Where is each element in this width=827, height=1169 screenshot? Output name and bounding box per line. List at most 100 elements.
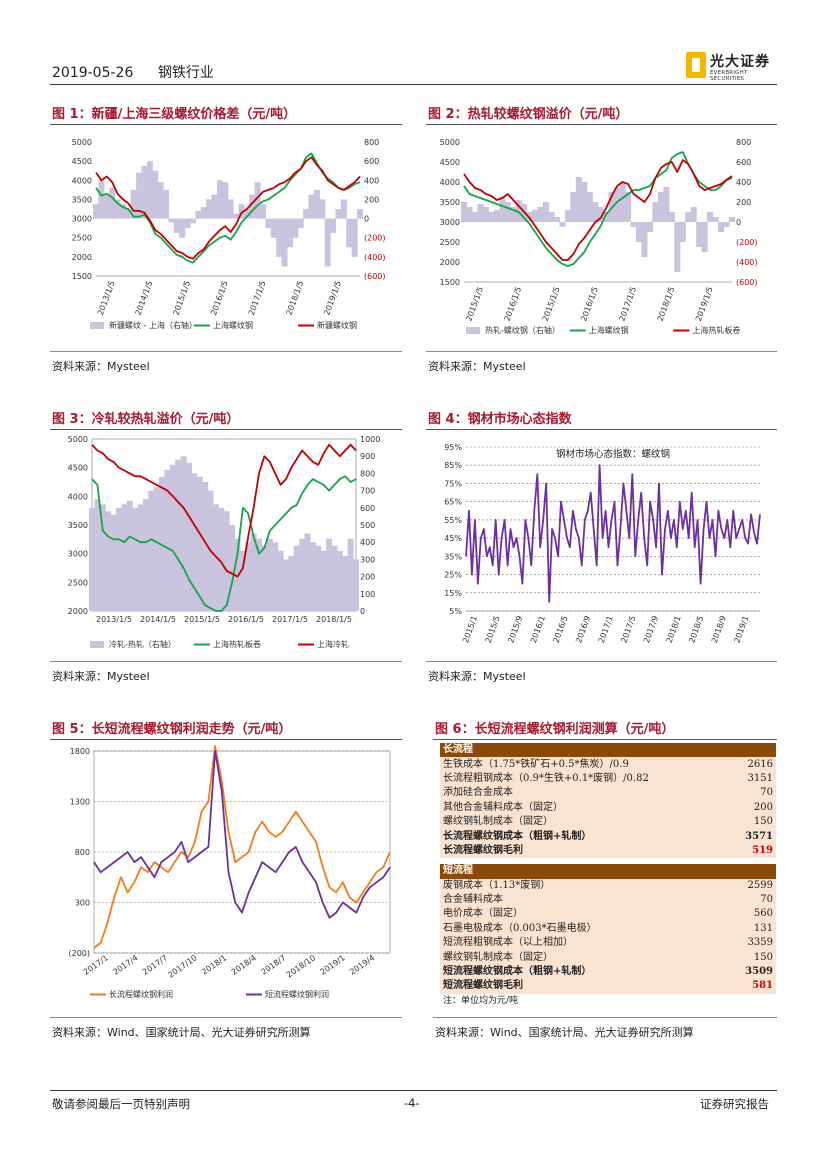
area-bar <box>603 212 610 222</box>
row-label: 电价成本（固定） <box>440 907 730 922</box>
y-tick-label: 4500 <box>440 158 460 167</box>
area-bar <box>308 194 315 219</box>
fig2-chart: 5000450040003500300025002000150080060040… <box>440 138 758 335</box>
area-bar <box>146 161 153 219</box>
area-bar <box>265 218 272 229</box>
x-tick-label: 2014/1/5 <box>140 615 176 624</box>
area-bar <box>641 222 648 257</box>
table-row: 短流程 <box>440 864 776 879</box>
area-bar <box>119 204 126 219</box>
y2-tick-label: 0 <box>360 607 365 616</box>
area-bar <box>553 217 561 222</box>
area-bar <box>570 192 577 222</box>
legend-swatch <box>90 641 104 648</box>
area-bar <box>330 218 337 233</box>
area-bar <box>336 550 343 611</box>
area-bar <box>286 218 293 248</box>
area-bar <box>126 500 133 611</box>
area-bar <box>685 212 692 222</box>
area-bar <box>282 559 289 611</box>
y-tick-label: 1500 <box>72 272 92 281</box>
x-tick-label: 2019/1/5 <box>322 280 343 317</box>
area-bar <box>347 538 354 611</box>
fig6-title: 图 6：长短流程螺纹钢利润测算（元/吨） <box>435 722 675 737</box>
series-line <box>91 475 357 612</box>
area-bar <box>515 200 522 222</box>
y2-tick-label: 200 <box>736 198 751 207</box>
legend-label: 热轧-螺纹钢（右轴） <box>485 325 560 335</box>
area-bar <box>309 542 316 611</box>
fig1-title: 图 1：新疆/上海三级螺纹价格差（元/吨） <box>52 107 297 122</box>
row-label: 长流程粗钢成本（0.9*生铁+0.1*废钢）/0.82 <box>440 771 730 787</box>
y-tick-label: 2000 <box>68 607 88 616</box>
legend-label: 新疆螺纹 - 上海（右轴） <box>109 320 197 330</box>
y-tick-label: 5000 <box>68 435 88 444</box>
table-row: 短流程螺纹钢毛利 581 <box>440 979 776 994</box>
table-row: 添加硅合金成本 70 <box>440 786 776 801</box>
fig2-source: 资料来源：Mysteel <box>428 360 526 373</box>
x-tick-label: 2016/1 <box>529 615 547 645</box>
row-label: 短流程螺纹钢成本（粗钢+轧制） <box>440 964 730 980</box>
fig1-source: 资料来源：Mysteel <box>52 360 150 373</box>
area-bar <box>222 182 229 219</box>
x-tick-label: 2017/1/5 <box>617 286 638 323</box>
fig2-top-rule <box>426 124 777 125</box>
area-bar <box>293 545 300 611</box>
row-value: 3359 <box>729 936 776 951</box>
x-tick-label: 2017/1 <box>597 615 615 645</box>
area-bar <box>99 504 106 611</box>
fig5-bottom-rule <box>50 1017 402 1018</box>
y-tick-label: 35% <box>444 552 462 561</box>
area-bar <box>94 499 101 611</box>
table-row: 其他合金辅料成本（固定） 200 <box>440 800 776 815</box>
y2-tick-label: 100 <box>360 590 375 599</box>
x-tick-label: 2015/1/5 <box>464 286 485 323</box>
row-value: 70 <box>729 786 776 801</box>
y-tick-label: 2000 <box>440 258 460 267</box>
area-bar <box>690 207 697 222</box>
fig4-source: 资料来源：Mysteel <box>428 670 526 683</box>
row-label: 长流程螺纹钢成本（粗钢+轧制） <box>440 829 730 844</box>
x-tick-label: 2018/9 <box>710 615 728 645</box>
fig1-chart: 5000450040003500300025002000150080060040… <box>72 138 386 330</box>
y-tick-label: 5000 <box>72 138 92 147</box>
x-tick-label: 2017/7 <box>141 953 169 977</box>
row-value: 3151 <box>729 771 776 787</box>
row-label: 石墨电极成本（0.003*石墨电极） <box>440 921 730 937</box>
x-tick-label: 2013/1/5 <box>96 280 117 317</box>
area-bar <box>152 170 159 219</box>
y2-tick-label: 400 <box>736 178 751 187</box>
area-bar <box>630 222 637 227</box>
header-rule <box>50 84 777 85</box>
area-bar <box>159 476 166 611</box>
y2-tick-label: 200 <box>364 195 379 204</box>
area-bar <box>195 210 202 219</box>
area-bar <box>98 180 105 219</box>
area-bar <box>200 207 207 219</box>
y2-tick-label: 400 <box>360 538 375 547</box>
series-line <box>95 152 361 264</box>
table-row: 长流程螺纹钢成本（粗钢+轧制） 3571 <box>440 829 776 844</box>
y-tick-label: 65% <box>444 498 462 507</box>
y-tick-label: 3000 <box>440 218 460 227</box>
y2-tick-label: 800 <box>360 469 375 478</box>
y2-tick-label: 500 <box>360 521 375 530</box>
area-bar <box>564 210 571 222</box>
row-label: 添加硅合金成本 <box>440 786 730 801</box>
area-bar <box>679 222 686 242</box>
y2-tick-label: 600 <box>360 504 375 513</box>
area-bar <box>488 212 495 222</box>
area-bar <box>635 222 643 242</box>
area-bar <box>718 222 725 232</box>
x-tick-label: 2017/10 <box>166 953 198 979</box>
logo-subtext: EVERBRIGHT SECURITIES <box>710 70 748 82</box>
legend-swatch <box>466 327 480 334</box>
x-tick-label: 2015/9 <box>506 615 524 645</box>
area-bar <box>592 202 599 222</box>
table-row: 合金辅料成本 70 <box>440 892 776 908</box>
y-tick-label: 800 <box>75 848 90 857</box>
area-bar <box>130 189 137 219</box>
footer-report-type: 证券研究报告 <box>700 1097 769 1111</box>
x-tick-label: 2015/1 <box>461 615 479 645</box>
row-label: 合金辅料成本 <box>440 892 730 908</box>
